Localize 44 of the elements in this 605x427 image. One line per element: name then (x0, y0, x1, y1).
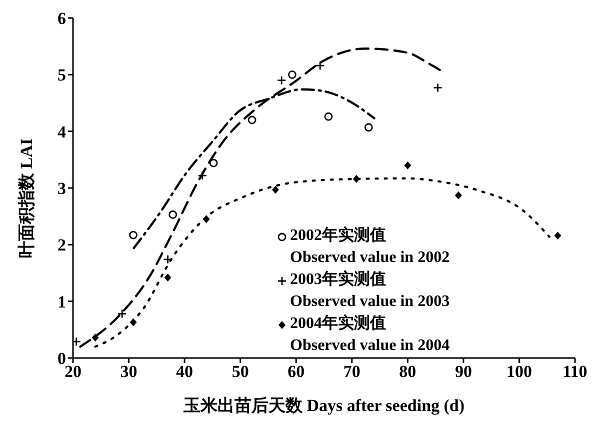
x-tick-label: 70 (343, 362, 360, 382)
point (272, 186, 279, 194)
point (288, 70, 296, 79)
point (433, 83, 442, 92)
point (130, 318, 137, 326)
legend-label: 2002年实测值 Observed value in 2002 (290, 225, 450, 268)
x-tick-label: 110 (562, 362, 588, 382)
y-tick-label: 2 (58, 236, 66, 255)
point (364, 123, 373, 132)
y-tick-label: 3 (58, 179, 66, 198)
x-tick-label: 60 (288, 362, 305, 382)
point (315, 60, 325, 70)
point (73, 336, 82, 346)
point (168, 210, 178, 219)
point (554, 232, 562, 240)
point (454, 191, 462, 200)
y-tick-label: 5 (58, 66, 66, 85)
x-tick-label: 20 (64, 362, 82, 382)
point (276, 76, 286, 86)
x-axis-title: 玉米出苗后天数 Days after seeding (d) (182, 396, 465, 415)
point (198, 170, 208, 180)
y-tick-label: 0 (58, 349, 66, 368)
point (92, 334, 99, 342)
x-tick-label: 30 (120, 362, 138, 382)
point (202, 215, 210, 224)
point (117, 309, 127, 318)
legend-label: 2003年实测值 Observed value in 2003 (290, 269, 450, 312)
y-axis-title: 叶面积指数 LAI (17, 138, 36, 258)
point (164, 274, 172, 282)
x-tick-label: 80 (399, 362, 416, 382)
x-tick-label: 90 (454, 362, 472, 382)
legend-label: 2004年实测值 Observed value in 2004 (290, 313, 450, 356)
x-tick-label: 100 (506, 362, 532, 382)
x-tick-label: 50 (232, 362, 249, 382)
point (324, 112, 333, 121)
point (209, 158, 218, 168)
x-tick-label: 40 (176, 362, 194, 382)
point (404, 161, 412, 170)
point (352, 174, 360, 183)
y-tick-label: 6 (58, 9, 66, 28)
y-tick-label: 4 (58, 122, 66, 142)
point (248, 116, 256, 124)
y-tick-label: 1 (58, 292, 66, 312)
point (129, 230, 138, 240)
